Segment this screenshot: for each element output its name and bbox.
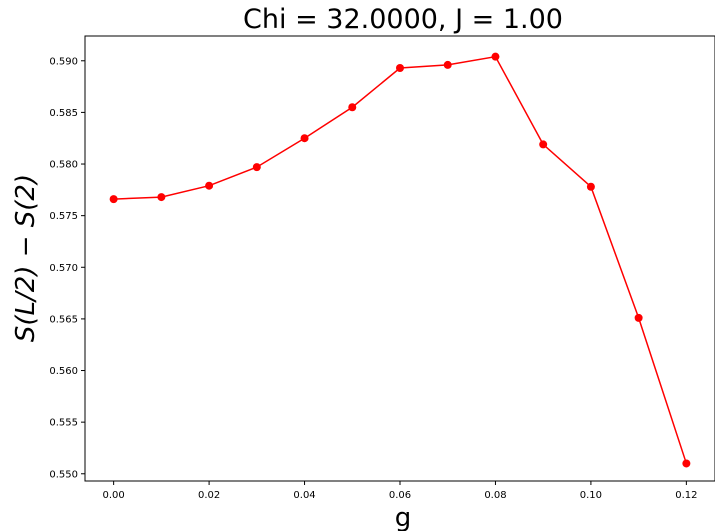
data-point xyxy=(300,134,309,143)
data-point xyxy=(682,459,691,468)
y-tick-label: 0.565 xyxy=(49,314,78,325)
data-point xyxy=(539,140,548,149)
data-point xyxy=(109,195,118,204)
x-tick-label: 0.04 xyxy=(293,490,315,501)
data-point xyxy=(634,313,643,322)
data-point xyxy=(396,64,404,73)
x-tick-label: 0.10 xyxy=(580,490,602,501)
x-tick-label: 0.06 xyxy=(389,490,411,501)
y-tick-label: 0.570 xyxy=(49,263,78,274)
x-tick-label: 0.00 xyxy=(103,490,125,501)
y-tick-label: 0.590 xyxy=(49,56,78,67)
x-tick-label: 0.12 xyxy=(675,490,697,501)
x-tick-label: 0.02 xyxy=(198,490,220,501)
data-point xyxy=(491,52,500,61)
data-point xyxy=(348,103,357,112)
series-line xyxy=(113,55,688,464)
y-axis-label: S(L/2) − S(2) xyxy=(11,174,41,342)
y-tick-label: 0.580 xyxy=(49,160,78,171)
data-point xyxy=(586,182,595,191)
data-point xyxy=(157,193,166,202)
x-axis-label: g xyxy=(395,503,412,531)
y-tick-label: 0.575 xyxy=(49,211,78,222)
y-tick-label: 0.560 xyxy=(49,366,78,377)
data-point xyxy=(205,181,214,190)
y-tick-label: 0.555 xyxy=(49,418,78,429)
plot-frame xyxy=(84,35,715,482)
data-point xyxy=(443,60,452,69)
y-axis: 0.550 0.555 0.560 0.565 0.570 0.575 0.580 0.585… xyxy=(49,56,85,480)
data-point xyxy=(252,163,261,172)
y-tick-label: 0.550 xyxy=(49,469,78,480)
series-markers xyxy=(109,52,691,468)
chart-title: Chi = 32.0000, J = 1.00 xyxy=(243,4,563,35)
x-tick-label: 0.08 xyxy=(484,490,506,501)
y-tick-label: 0.585 xyxy=(49,108,78,119)
x-axis: 0.00 0.02 0.04 0.06 0.08 0.10 0.12 xyxy=(103,481,697,501)
